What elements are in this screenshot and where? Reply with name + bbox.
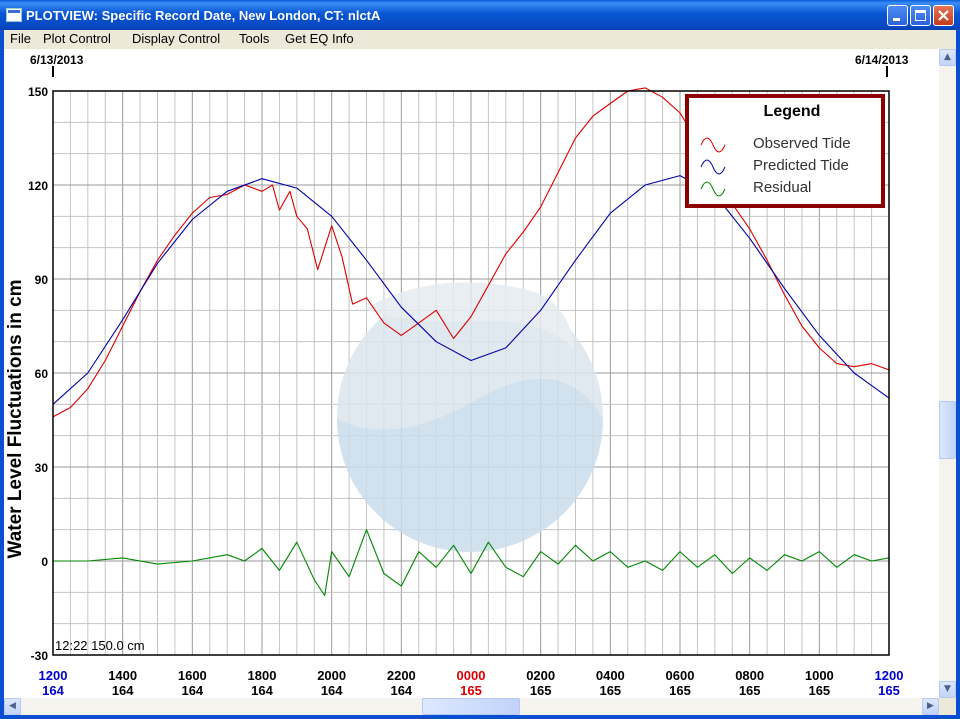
menu-plot-control[interactable]: Plot Control [43, 31, 111, 46]
menu-tools[interactable]: Tools [239, 31, 270, 46]
x-tick-day-label: 165 [530, 683, 552, 698]
vertical-scroll-thumb[interactable] [939, 401, 956, 459]
window-title: PLOTVIEW: Specific Record Date, New Lond… [26, 8, 381, 23]
scroll-left-button[interactable]: ◀ [4, 698, 21, 715]
x-tick-label: 1600 [178, 668, 207, 683]
minimize-button[interactable] [887, 5, 908, 26]
x-tick-day-label: 164 [251, 683, 273, 698]
legend-label-predicted: Predicted Tide [753, 157, 849, 174]
up-arrow-icon: ▲ [944, 52, 951, 62]
menu-display-control[interactable]: Display Control [132, 31, 221, 46]
window-frame-left [0, 30, 4, 719]
horizontal-scrollbar[interactable]: ◀ ▶ [4, 698, 939, 715]
vertical-scrollbar[interactable]: ▲ ▼ [939, 49, 956, 698]
y-tick-label: 90 [35, 273, 49, 287]
x-tick-day-label: 165 [460, 683, 482, 698]
minimize-icon [893, 18, 900, 21]
tide-chart[interactable]: 6/13/2013 6/14/2013 -30 0 30 60 90 120 150 1200… [4, 49, 939, 698]
scroll-right-button[interactable]: ▶ [922, 698, 939, 715]
title-bar: PLOTVIEW: Specific Record Date, New Lond… [0, 0, 960, 30]
app-icon [6, 8, 22, 22]
legend-swatch-residual [700, 181, 726, 197]
x-tick-day-label: 164 [112, 683, 134, 698]
x-tick-label: 1200 [39, 668, 68, 683]
close-button[interactable] [933, 5, 954, 26]
x-tick-label: 2000 [317, 668, 346, 683]
menu-file[interactable]: File [10, 31, 31, 46]
scrollbar-corner [939, 698, 956, 715]
x-tick-label: 1800 [248, 668, 277, 683]
x-tick-day-label: 165 [808, 683, 830, 698]
y-tick-label: 0 [41, 555, 48, 569]
maximize-icon [915, 10, 926, 21]
watermark-logo [337, 282, 603, 552]
horizontal-scroll-thumb[interactable] [422, 698, 520, 715]
y-tick-label: -30 [31, 649, 49, 663]
legend-title: Legend [764, 103, 821, 120]
x-tick-label: 2200 [387, 668, 416, 683]
observed-tide-line [52, 87, 890, 418]
window-frame-bottom [0, 715, 960, 719]
legend-label-observed: Observed Tide [753, 135, 851, 152]
scroll-down-button[interactable]: ▼ [939, 681, 956, 698]
x-tick-label: 0600 [666, 668, 695, 683]
scroll-up-button[interactable]: ▲ [939, 49, 956, 66]
y-axis-label: Water Level Fluctuations in cm [5, 279, 26, 558]
y-tick-label: 30 [35, 461, 49, 475]
x-tick-day-label: 165 [669, 683, 691, 698]
window-frame-right [956, 30, 960, 719]
right-arrow-icon: ▶ [927, 701, 934, 711]
x-tick-day-label: 164 [42, 683, 64, 698]
x-tick-day-label: 164 [321, 683, 343, 698]
x-tick-label: 1400 [108, 668, 137, 683]
y-tick-label: 60 [35, 367, 49, 381]
legend-label-residual: Residual [753, 179, 811, 196]
legend-swatch-observed [700, 137, 726, 153]
plot-frame [52, 90, 890, 656]
residual-line [53, 529, 890, 597]
predicted-tide-line [52, 175, 890, 405]
x-tick-label: 0000 [457, 668, 486, 683]
plot-panel: 6/13/2013 6/14/2013 -30 0 30 60 90 120 150 1200… [4, 49, 939, 698]
x-tick-day-label: 165 [739, 683, 761, 698]
down-arrow-icon: ▼ [944, 684, 951, 694]
cursor-readout: 12:22 150.0 cm [55, 638, 145, 653]
axis-ticks: -300306090120150120016414001641600164180… [28, 85, 903, 698]
close-icon [938, 10, 949, 21]
x-tick-day-label: 164 [181, 683, 203, 698]
maximize-button[interactable] [910, 5, 931, 26]
y-tick-label: 150 [28, 85, 48, 99]
legend-box [685, 94, 885, 208]
menu-bar: File Plot Control Display Control Tools … [4, 30, 956, 49]
x-tick-label: 0400 [596, 668, 625, 683]
series-layer [52, 87, 890, 597]
left-arrow-icon: ◀ [9, 701, 16, 711]
start-date-label: 6/13/2013 [30, 53, 84, 67]
legend-swatch-predicted [700, 159, 726, 175]
y-tick-label: 120 [28, 179, 48, 193]
x-tick-day-label: 164 [390, 683, 412, 698]
end-date-label: 6/14/2013 [855, 53, 909, 67]
x-tick-label: 0200 [526, 668, 555, 683]
x-tick-label: 1200 [875, 668, 904, 683]
legend: Legend Observed Tide Predicted Tide Resi… [685, 94, 885, 208]
x-tick-label: 1000 [805, 668, 834, 683]
x-tick-day-label: 165 [599, 683, 621, 698]
x-tick-day-label: 165 [878, 683, 900, 698]
menu-get-eq-info[interactable]: Get EQ Info [285, 31, 354, 46]
x-tick-label: 0800 [735, 668, 764, 683]
